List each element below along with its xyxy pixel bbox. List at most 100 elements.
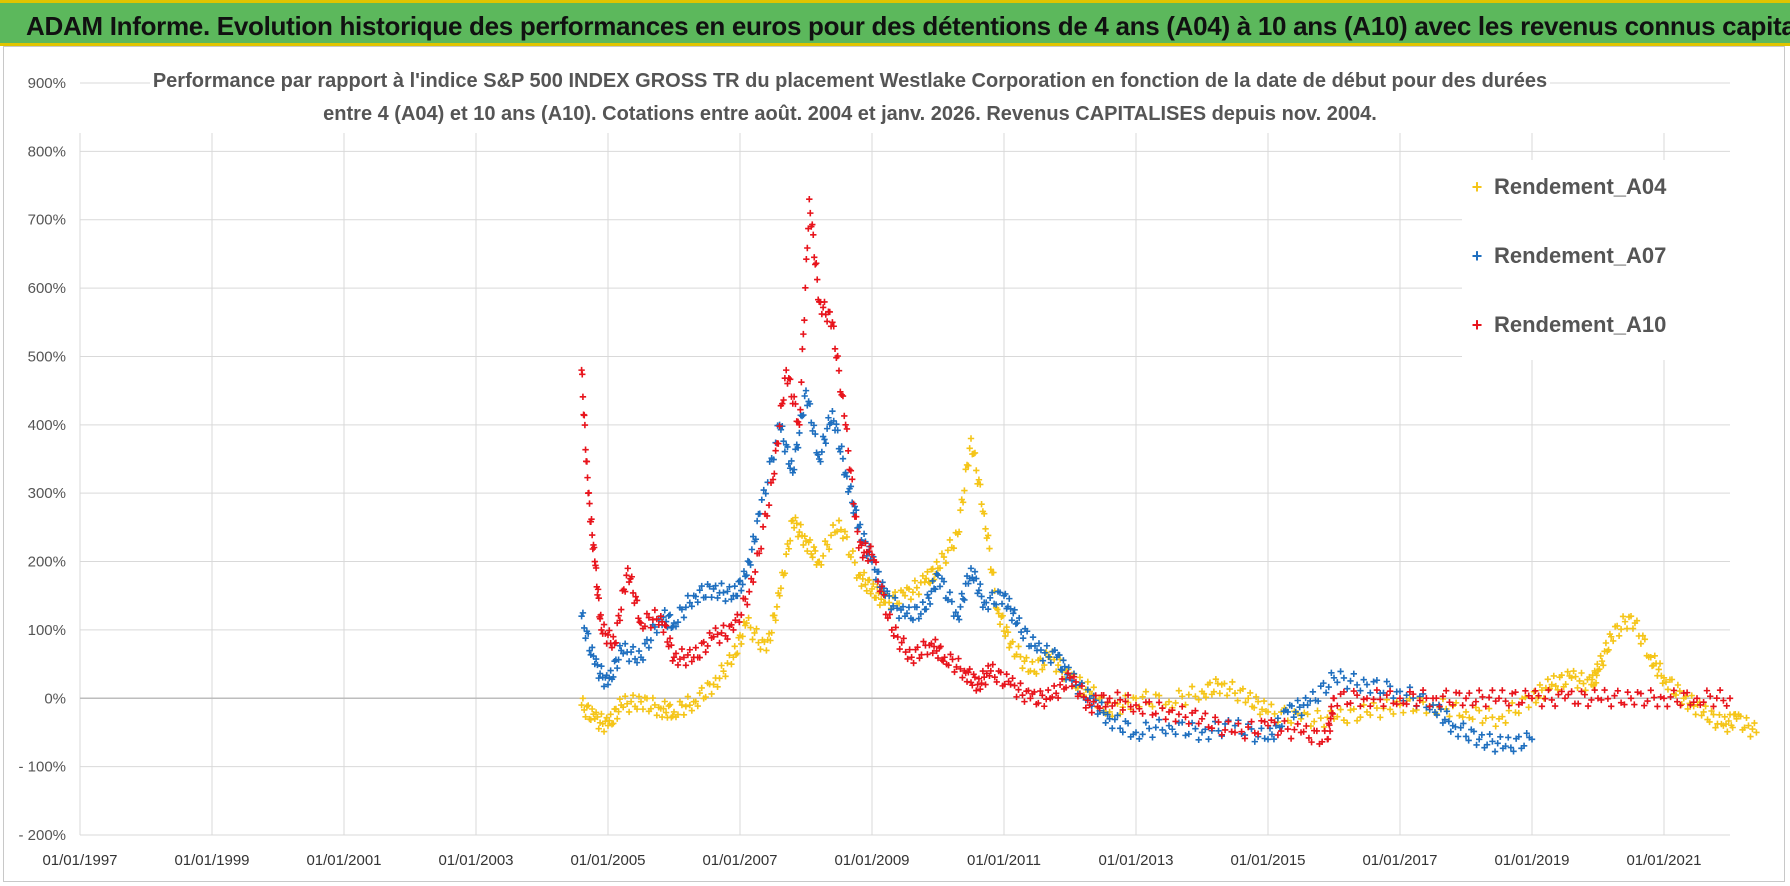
interpolated-point <box>755 639 762 646</box>
interpolated-point <box>852 513 860 520</box>
interpolated-point <box>1048 693 1056 701</box>
interpolated-point <box>781 448 789 455</box>
y-tick-label: 100% <box>28 622 66 639</box>
interpolated-point <box>1634 689 1641 696</box>
interpolated-point <box>1659 680 1666 687</box>
interpolated-point <box>1499 687 1506 694</box>
interpolated-point <box>619 650 627 657</box>
interpolated-point <box>1011 682 1018 689</box>
interpolated-point <box>1122 698 1129 705</box>
interpolated-point <box>837 448 844 455</box>
interpolated-point <box>1009 638 1016 645</box>
interpolated-point <box>916 655 923 662</box>
interpolated-point <box>995 610 1002 617</box>
interpolated-point <box>1039 666 1046 673</box>
interpolated-point <box>1698 712 1705 719</box>
interpolated-point <box>1337 706 1344 713</box>
interpolated-point <box>1278 727 1285 735</box>
interpolated-point <box>581 412 588 419</box>
interpolated-point <box>1102 719 1109 727</box>
interpolated-point <box>1449 701 1456 709</box>
interpolated-point <box>584 474 591 481</box>
interpolated-point <box>801 392 808 400</box>
interpolated-point <box>965 669 972 676</box>
interpolated-point <box>1347 677 1354 685</box>
interpolated-point <box>946 536 954 544</box>
interpolated-point <box>716 639 723 647</box>
interpolated-point <box>1136 735 1143 743</box>
interpolated-point <box>924 651 931 658</box>
interpolated-point <box>1439 693 1447 700</box>
interpolated-point <box>860 530 868 537</box>
interpolated-point <box>843 425 851 433</box>
interpolated-point <box>674 619 682 626</box>
interpolated-point <box>588 705 596 713</box>
interpolated-point <box>1314 707 1321 714</box>
interpolated-point <box>847 553 855 561</box>
interpolated-point <box>1613 622 1621 630</box>
interpolated-point <box>801 316 808 324</box>
interpolated-point <box>666 611 674 619</box>
interpolated-point <box>895 600 903 607</box>
interpolated-point <box>649 694 657 702</box>
interpolated-point <box>799 345 806 353</box>
interpolated-point <box>744 601 751 608</box>
interpolated-point <box>1494 740 1501 747</box>
interpolated-point <box>978 501 985 508</box>
interpolated-point <box>839 535 847 542</box>
interpolated-point <box>615 656 622 663</box>
interpolated-point <box>1172 699 1179 707</box>
interpolated-point <box>878 583 886 590</box>
interpolated-point <box>996 589 1004 596</box>
interpolated-point <box>1045 686 1052 694</box>
interpolated-point <box>849 499 856 506</box>
interpolated-point <box>852 506 860 514</box>
interpolated-point <box>775 440 782 447</box>
interpolated-point <box>1479 719 1486 727</box>
interpolated-point <box>1593 672 1600 679</box>
interpolated-point <box>866 547 873 555</box>
interpolated-point <box>1162 730 1169 737</box>
interpolated-point <box>607 711 614 718</box>
interpolated-point <box>1423 704 1430 711</box>
interpolated-point <box>1470 728 1478 735</box>
interpolated-point <box>794 444 802 451</box>
interpolated-point <box>1254 698 1262 705</box>
interpolated-point <box>1054 694 1062 702</box>
interpolated-point <box>629 589 637 597</box>
interpolated-point <box>1159 704 1166 712</box>
data-point <box>954 613 961 620</box>
interpolated-point <box>732 651 740 658</box>
interpolated-point <box>1254 730 1262 738</box>
interpolated-point <box>1452 699 1460 706</box>
interpolated-point <box>592 655 600 663</box>
interpolated-point <box>736 577 744 584</box>
interpolated-point <box>748 575 755 582</box>
interpolated-point <box>1261 718 1268 725</box>
interpolated-point <box>587 716 595 723</box>
interpolated-point <box>938 550 946 557</box>
interpolated-point <box>1423 694 1430 702</box>
interpolated-point <box>1334 713 1341 720</box>
interpolated-point <box>1600 662 1607 669</box>
interpolated-point <box>1522 694 1529 701</box>
interpolated-point <box>822 440 829 447</box>
interpolated-point <box>1509 690 1516 697</box>
interpolated-point <box>1308 738 1315 746</box>
interpolated-point <box>798 379 805 386</box>
interpolated-point <box>678 701 686 709</box>
interpolated-point <box>755 550 763 557</box>
data-point <box>1014 619 1021 627</box>
chart-title-line1: Performance par rapport à l'indice S&P 5… <box>150 70 1550 93</box>
interpolated-point <box>643 610 651 617</box>
interpolated-point <box>672 623 680 630</box>
interpolated-point <box>1098 699 1105 706</box>
interpolated-point <box>977 481 984 488</box>
interpolated-point <box>866 576 873 584</box>
data-point <box>1363 708 1371 716</box>
data-point <box>710 681 717 688</box>
data-point <box>806 196 813 203</box>
interpolated-point <box>957 506 964 514</box>
interpolated-point <box>1596 665 1603 673</box>
interpolated-point <box>1328 669 1335 677</box>
